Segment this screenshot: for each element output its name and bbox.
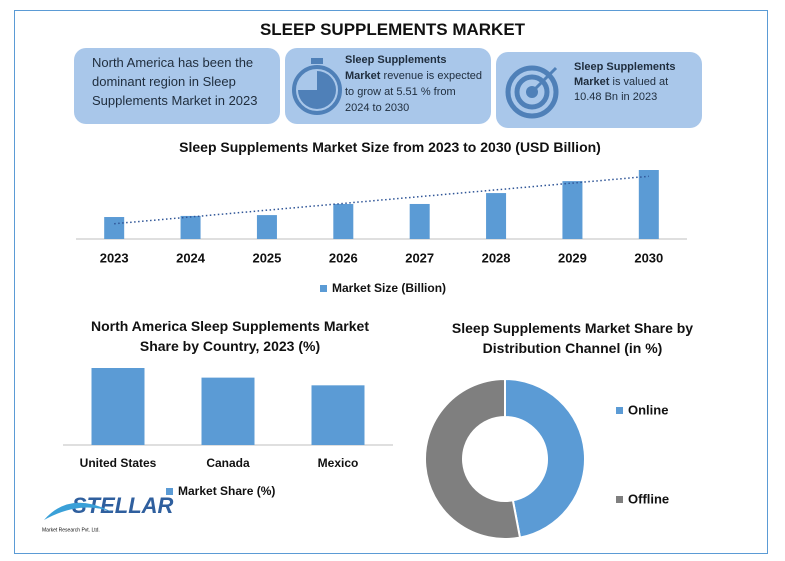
info-bold: Sleep Supplements Market [345,54,447,82]
bar [91,368,145,445]
bar [333,203,354,239]
chart-title: Sleep Supplements Market Size from 2023 … [179,139,601,155]
chart-title: North America Sleep Supplements Market S… [90,318,369,354]
info-box: Sleep Supplements Market revenue is expe… [285,48,491,124]
x-tick-label: 2030 [634,250,663,265]
x-tick-label: 2023 [100,250,129,265]
bar [180,215,201,239]
legend-swatch [616,496,623,503]
info-text: revenue is expected to grow at 5.51 % fr… [345,70,482,114]
bar [562,181,583,239]
bar [104,217,125,239]
donut-slice [424,377,522,540]
legend-label: Offline [628,491,669,506]
logo-tagline: Market Research Pvt. Ltd. [42,527,100,533]
page-title: SLEEP SUPPLEMENTS MARKET [259,20,526,39]
x-tick-label: United States [80,456,157,470]
trend-line [114,175,649,225]
chart-title: Sleep Supplements Market Share by Distri… [451,320,694,356]
info-bold: Sleep Supplements Market [574,61,676,88]
bar [486,193,507,239]
bar [638,170,659,239]
legend-swatch [166,488,173,495]
logo-swoosh [44,502,112,520]
x-tick-label: 2024 [176,250,206,265]
legend-label: Market Size (Billion) [332,281,446,295]
info-text: is valued at 10.48 Bn in 2023 [574,76,669,103]
info-text: North America has been the dominant regi… [92,55,258,108]
donut-slice [504,377,586,539]
x-tick-label: 2028 [482,250,511,265]
target-icon [505,65,559,119]
legend-swatch [320,285,327,292]
x-tick-label: 2029 [558,250,587,265]
x-tick-label: 2025 [252,250,281,265]
legend-swatch [616,407,623,414]
x-tick-label: Canada [206,456,250,470]
frame [14,10,768,554]
x-tick-label: Mexico [318,456,359,470]
info-box: Sleep Supplements Market is valued at 10… [496,52,702,128]
legend-label: Market Share (%) [178,484,275,498]
x-tick-label: 2027 [405,250,434,265]
bar [256,215,277,239]
legend-label: Online [628,402,668,417]
x-tick-label: 2026 [329,250,358,265]
bar [201,377,255,445]
info-box: North America has been the dominant regi… [74,48,280,124]
bar [311,385,365,445]
bar [409,203,430,239]
stopwatch-icon [292,58,342,115]
